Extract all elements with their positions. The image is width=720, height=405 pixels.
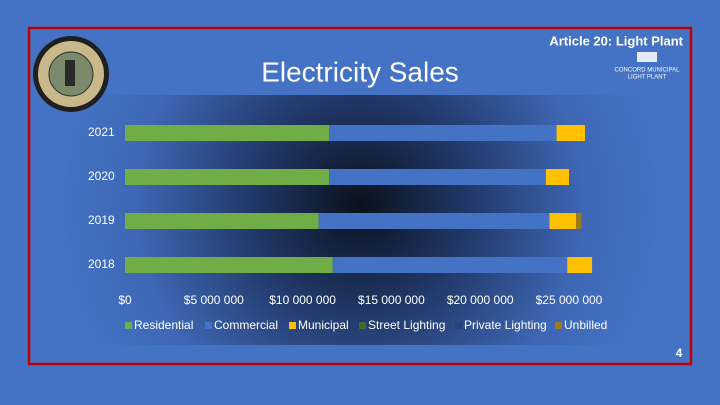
bar-segment — [125, 125, 330, 141]
y-tick-label: 2018 — [88, 257, 115, 271]
x-tick-label: $0 — [118, 293, 132, 307]
logo-text: CONCORD MUNICIPAL — [615, 68, 681, 74]
y-tick-label: 2021 — [88, 125, 115, 139]
x-tick-label: $20 000 000 — [447, 293, 514, 307]
x-tick-label: $10 000 000 — [269, 293, 336, 307]
legend-swatch — [455, 322, 462, 329]
legend-swatch — [555, 322, 562, 329]
chart-title: Electricity Sales — [261, 56, 459, 87]
legend-label: Private Lighting — [464, 318, 547, 332]
bar-segment — [567, 257, 593, 273]
legend-label: Municipal — [298, 318, 349, 332]
bar-segment — [125, 169, 330, 185]
legend-swatch — [205, 322, 212, 329]
bar-segment — [545, 169, 569, 185]
bar-segment — [576, 213, 582, 229]
legend-label: Street Lighting — [368, 318, 445, 332]
bar-segment — [329, 169, 546, 185]
plant-icon — [637, 52, 657, 62]
plant-logo: CONCORD MUNICIPAL LIGHT PLANT — [615, 52, 681, 81]
seal-figure — [65, 60, 75, 86]
seal-logo — [33, 36, 109, 112]
slide-header: Article 20: Light Plant — [549, 33, 683, 48]
x-tick-label: $5 000 000 — [184, 293, 244, 307]
bar-segment — [318, 213, 550, 229]
y-tick-label: 2019 — [88, 213, 115, 227]
bar-segment — [125, 257, 333, 273]
legend-label: Residential — [134, 318, 193, 332]
y-tick-label: 2020 — [88, 169, 115, 183]
bar-segment — [329, 125, 557, 141]
legend-swatch — [289, 322, 296, 329]
bar-segment — [125, 213, 319, 229]
legend-swatch — [359, 322, 366, 329]
logo-text: LIGHT PLANT — [628, 75, 667, 81]
page-number: 4 — [676, 346, 683, 360]
x-tick-label: $15 000 000 — [358, 293, 425, 307]
legend-swatch — [125, 322, 132, 329]
bar-segment — [332, 257, 568, 273]
legend-label: Unbilled — [564, 318, 607, 332]
frame — [27, 26, 693, 366]
x-tick-label: $25 000 000 — [536, 293, 603, 307]
bar-segment — [549, 213, 577, 229]
legend-label: Commercial — [214, 318, 278, 332]
bar-segment — [556, 125, 585, 141]
